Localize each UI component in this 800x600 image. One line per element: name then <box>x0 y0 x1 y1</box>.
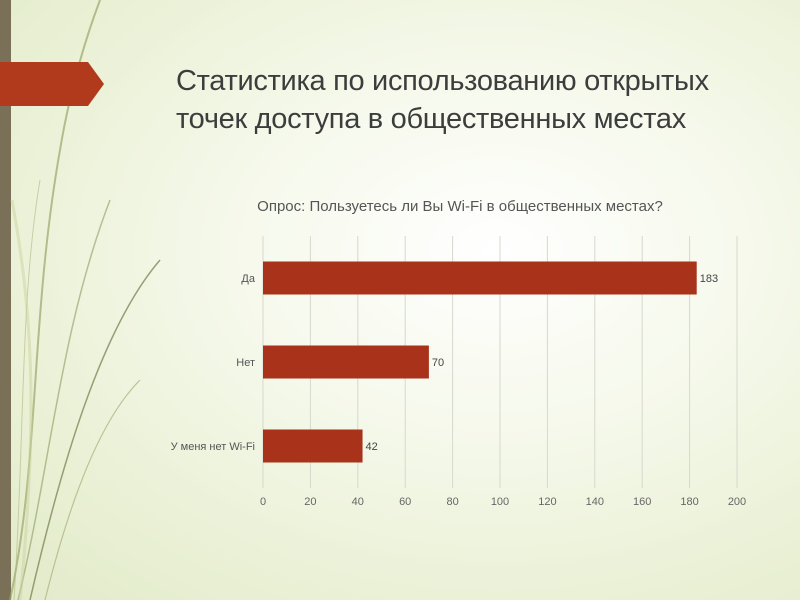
x-tick-label: 60 <box>399 496 411 508</box>
data-label: 183 <box>700 273 718 285</box>
bar <box>263 345 429 379</box>
x-tick-label: 100 <box>491 496 509 508</box>
data-label: 70 <box>432 357 444 369</box>
x-tick-label: 40 <box>352 496 364 508</box>
category-label: Нет <box>236 357 255 369</box>
bar <box>263 429 363 463</box>
category-label: Да <box>241 273 255 285</box>
x-tick-label: 0 <box>260 496 266 508</box>
slide-title-line-2: точек доступа в общественных местах <box>176 103 686 135</box>
data-label: 42 <box>366 441 378 453</box>
category-label: У меня нет Wi-Fi <box>171 441 255 453</box>
x-tick-label: 160 <box>633 496 651 508</box>
sidebar-stripe <box>0 0 11 600</box>
x-tick-label: 80 <box>446 496 458 508</box>
bar <box>263 261 697 295</box>
slide-title-line-1: Статистика по использованию открытых <box>176 65 709 97</box>
x-tick-label: 20 <box>304 496 316 508</box>
chart-title: Опрос: Пользуетесь ли Вы Wi-Fi в обществ… <box>257 198 663 215</box>
slide-title: Статистика по использованию открытых точ… <box>176 62 776 138</box>
x-tick-label: 200 <box>728 496 746 508</box>
x-tick-label: 180 <box>680 496 698 508</box>
x-tick-label: 140 <box>586 496 604 508</box>
title-arrow-marker <box>0 62 104 106</box>
x-tick-label: 120 <box>538 496 556 508</box>
